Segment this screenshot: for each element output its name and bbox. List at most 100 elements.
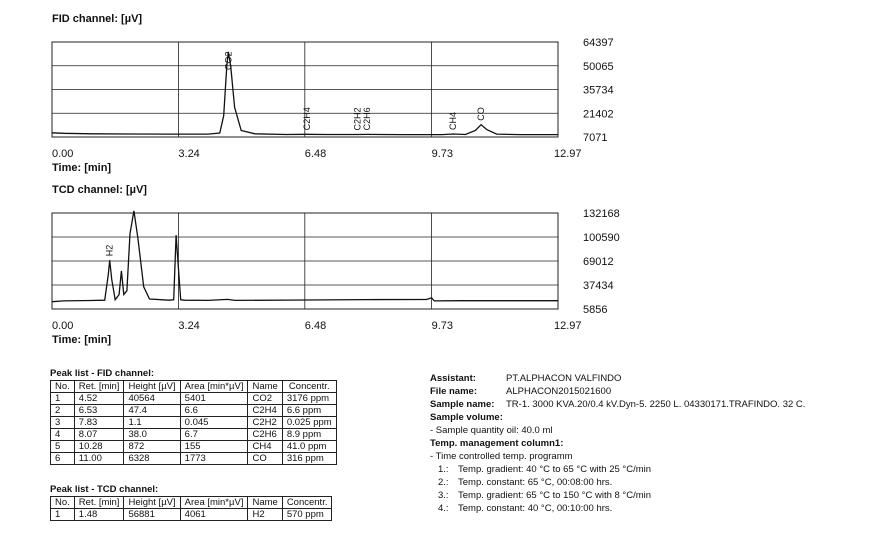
cell: CH4 xyxy=(247,440,283,453)
cell: 6 xyxy=(50,452,75,465)
column-header: Ret. [min] xyxy=(73,380,125,393)
cell: 316 ppm xyxy=(281,452,337,465)
info-key: Sample name: xyxy=(430,399,495,410)
info-value: PT.ALPHACON VALFINDO xyxy=(506,373,622,384)
row: 4 8.07 38.0 6.7 C2H6 8.9 ppm xyxy=(50,428,337,441)
chromatograms: FID channel: [µV] 64397 50065 35734 21402 707… xyxy=(51,13,620,346)
cell: 1 xyxy=(50,508,75,521)
cell: 38.0 xyxy=(123,428,181,441)
x-tick-label: 0.00 xyxy=(52,148,73,160)
cell: 6328 xyxy=(123,452,181,465)
x-axis-label: Time: [min] xyxy=(52,334,111,346)
cell: CO2 xyxy=(247,392,283,405)
column-header: Concentr. xyxy=(281,496,333,509)
y-tick-label: 35734 xyxy=(583,85,614,97)
cell: 6.7 xyxy=(179,428,249,441)
cell: H2 xyxy=(247,508,283,521)
step-text: Temp. constant: 40 °C, 00:10:00 hrs. xyxy=(458,503,613,514)
row: 6 11.00 6328 1773 CO 316 ppm xyxy=(50,452,337,465)
sample-info: Assistant: PT.ALPHACON VALFINDO File name:… xyxy=(430,372,805,515)
x-tick-label: 9.73 xyxy=(432,148,453,160)
column-header: No. xyxy=(50,380,75,393)
info-key: Assistant: xyxy=(430,373,476,384)
x-tick-label: 3.24 xyxy=(178,148,199,160)
cell: C2H2 xyxy=(247,416,283,429)
cell: C2H4 xyxy=(247,404,283,417)
caption: Peak list - FID channel: xyxy=(50,368,154,379)
step-number: 2.: xyxy=(438,477,449,488)
cell: 5 xyxy=(50,440,75,453)
x-tick-label: 12.97 xyxy=(554,320,582,332)
x-tick-label: 0.00 xyxy=(52,320,73,332)
cell: 570 ppm xyxy=(281,508,333,521)
y-tick-label: 132168 xyxy=(583,208,620,220)
cell: 8.07 xyxy=(73,428,125,441)
cell: 6.53 xyxy=(73,404,125,417)
cell: 155 xyxy=(179,440,249,453)
info-value: ALPHACON2015021600 xyxy=(506,386,612,397)
chart-title: FID channel: [µV] xyxy=(52,13,142,25)
step-number: 4.: xyxy=(438,503,449,514)
cell: 6.6 ppm xyxy=(281,404,337,417)
cell: 3 xyxy=(50,416,75,429)
cell: 10.28 xyxy=(73,440,125,453)
caption: Peak list - TCD channel: xyxy=(50,484,159,495)
peak-label: C2H4 xyxy=(302,107,312,130)
section-heading: Sample volume: xyxy=(430,412,503,423)
column-header: Area [min*µV] xyxy=(179,380,249,393)
y-tick-label: 37434 xyxy=(583,280,614,292)
trace xyxy=(51,210,558,303)
x-axis-label: Time: [min] xyxy=(52,162,111,174)
x-tick-label: 6.48 xyxy=(305,148,326,160)
cell: 47.4 xyxy=(123,404,181,417)
x-tick-label: 12.97 xyxy=(554,148,582,160)
row: 3 7.83 1.1 0.045 C2H2 0.025 ppm xyxy=(50,416,337,429)
cell: 0.045 xyxy=(179,416,249,429)
header-row: No. Ret. [min] Height [µV] Area [min*µV] Nam… xyxy=(50,380,337,393)
column-header: Height [µV] xyxy=(123,496,181,509)
cell: 3176 ppm xyxy=(281,392,337,405)
cell: 40564 xyxy=(123,392,181,405)
cell: 872 xyxy=(123,440,181,453)
cell: CO xyxy=(247,452,283,465)
row: 1 1.48 56881 4061 H2 570 ppm xyxy=(50,508,333,521)
header-row: No. Ret. [min] Height [µV] Area [min*µV] Nam… xyxy=(50,496,333,509)
cell: C2H6 xyxy=(247,428,283,441)
cell: 1.1 xyxy=(123,416,181,429)
y-tick-label: 64397 xyxy=(583,37,614,49)
step-number: 1.: xyxy=(438,464,449,475)
cell: 0.025 ppm xyxy=(281,416,337,429)
y-tick-label: 50065 xyxy=(583,61,614,73)
column-header: Height [µV] xyxy=(123,380,181,393)
y-tick-label: 5856 xyxy=(583,304,607,316)
info-value: TR-1. 3000 KVA.20/0.4 kV.Dyn-5. 2250 L. … xyxy=(506,399,806,410)
info-line: - Sample quantity oil: 40.0 ml xyxy=(430,425,553,436)
y-tick-label: 21402 xyxy=(583,108,614,120)
chart-title: TCD channel: [µV] xyxy=(52,184,147,196)
step-text: Temp. constant: 65 °C, 00:08:00 hrs. xyxy=(458,477,613,488)
cell: 6.6 xyxy=(179,404,249,417)
temp-step: 3.: Temp. gradient: 65 °C to 150 °C with … xyxy=(430,489,805,502)
info-row: Sample name: TR-1. 3000 KVA.20/0.4 kV.Dyn… xyxy=(430,398,805,411)
step-text: Temp. gradient: 40 °C to 65 °C with 25 °… xyxy=(458,464,652,475)
cell: 5401 xyxy=(179,392,249,405)
row: 5 10.28 872 155 CH4 41.0 ppm xyxy=(50,440,337,453)
temp-step: 1.: Temp. gradient: 40 °C to 65 °C with 2… xyxy=(430,463,805,476)
trace xyxy=(51,51,558,136)
column-header: Area [min*µV] xyxy=(179,496,249,509)
cell: 4061 xyxy=(179,508,249,521)
cell: 8.9 ppm xyxy=(281,428,337,441)
peak-label: C2H2 xyxy=(352,107,362,130)
y-tick-label: 100590 xyxy=(583,232,620,244)
info-line: - Time controlled temp. programm xyxy=(430,451,573,462)
cell: 41.0 ppm xyxy=(281,440,337,453)
cell: 1 xyxy=(50,392,75,405)
cell: 1.48 xyxy=(73,508,125,521)
temp-step: 4.: Temp. constant: 40 °C, 00:10:00 hrs. xyxy=(430,502,805,515)
column-header: Concentr. xyxy=(281,380,337,393)
peak-label: CH4 xyxy=(448,112,458,130)
peak-label: CO2 xyxy=(223,51,233,70)
column-header: No. xyxy=(50,496,75,509)
cell: 4.52 xyxy=(73,392,125,405)
